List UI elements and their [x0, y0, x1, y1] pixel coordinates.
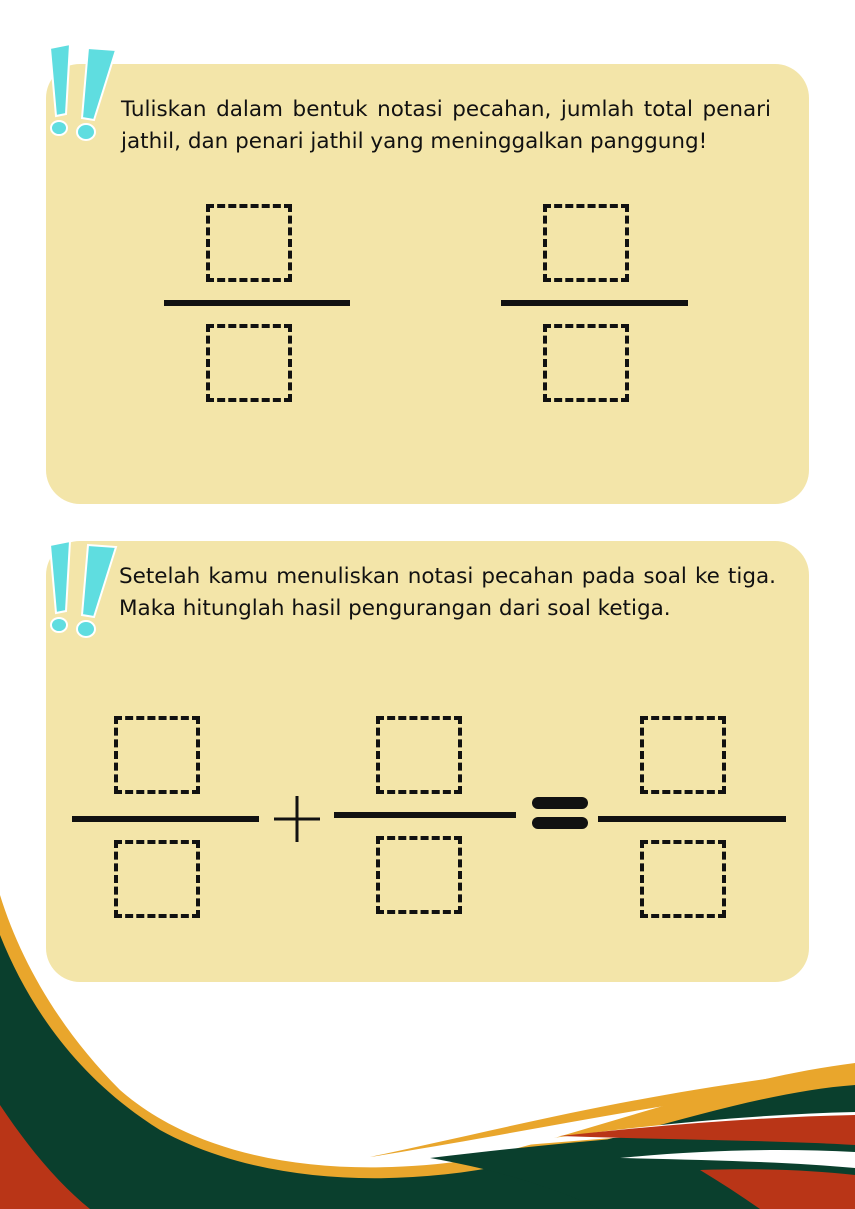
fraction-bar [72, 816, 259, 822]
numerator-answer-box[interactable] [640, 716, 726, 794]
plus-icon [274, 796, 320, 842]
fraction-bar [501, 300, 688, 306]
fraction-bar [598, 816, 786, 822]
numerator-answer-box[interactable] [376, 716, 462, 794]
double-exclamation-icon [48, 541, 118, 638]
fraction-bar [334, 812, 516, 818]
equals-icon [532, 797, 588, 829]
double-exclamation-icon [48, 44, 118, 141]
denominator-answer-box[interactable] [376, 836, 462, 914]
question-card-2: Setelah kamu menuliskan notasi pecahan p… [46, 541, 809, 982]
denominator-answer-box[interactable] [206, 324, 292, 402]
denominator-answer-box[interactable] [640, 840, 726, 918]
question-card-1: Tuliskan dalam bentuk notasi pecahan, ju… [46, 64, 809, 504]
decorative-wave-footer [0, 895, 855, 1209]
denominator-answer-box[interactable] [543, 324, 629, 402]
numerator-answer-box[interactable] [543, 204, 629, 282]
numerator-answer-box[interactable] [206, 204, 292, 282]
denominator-answer-box[interactable] [114, 840, 200, 918]
fraction-bar [164, 300, 350, 306]
numerator-answer-box[interactable] [114, 716, 200, 794]
question-2-prompt: Setelah kamu menuliskan notasi pecahan p… [119, 564, 776, 621]
question-1-prompt: Tuliskan dalam bentuk notasi pecahan, ju… [121, 97, 771, 154]
